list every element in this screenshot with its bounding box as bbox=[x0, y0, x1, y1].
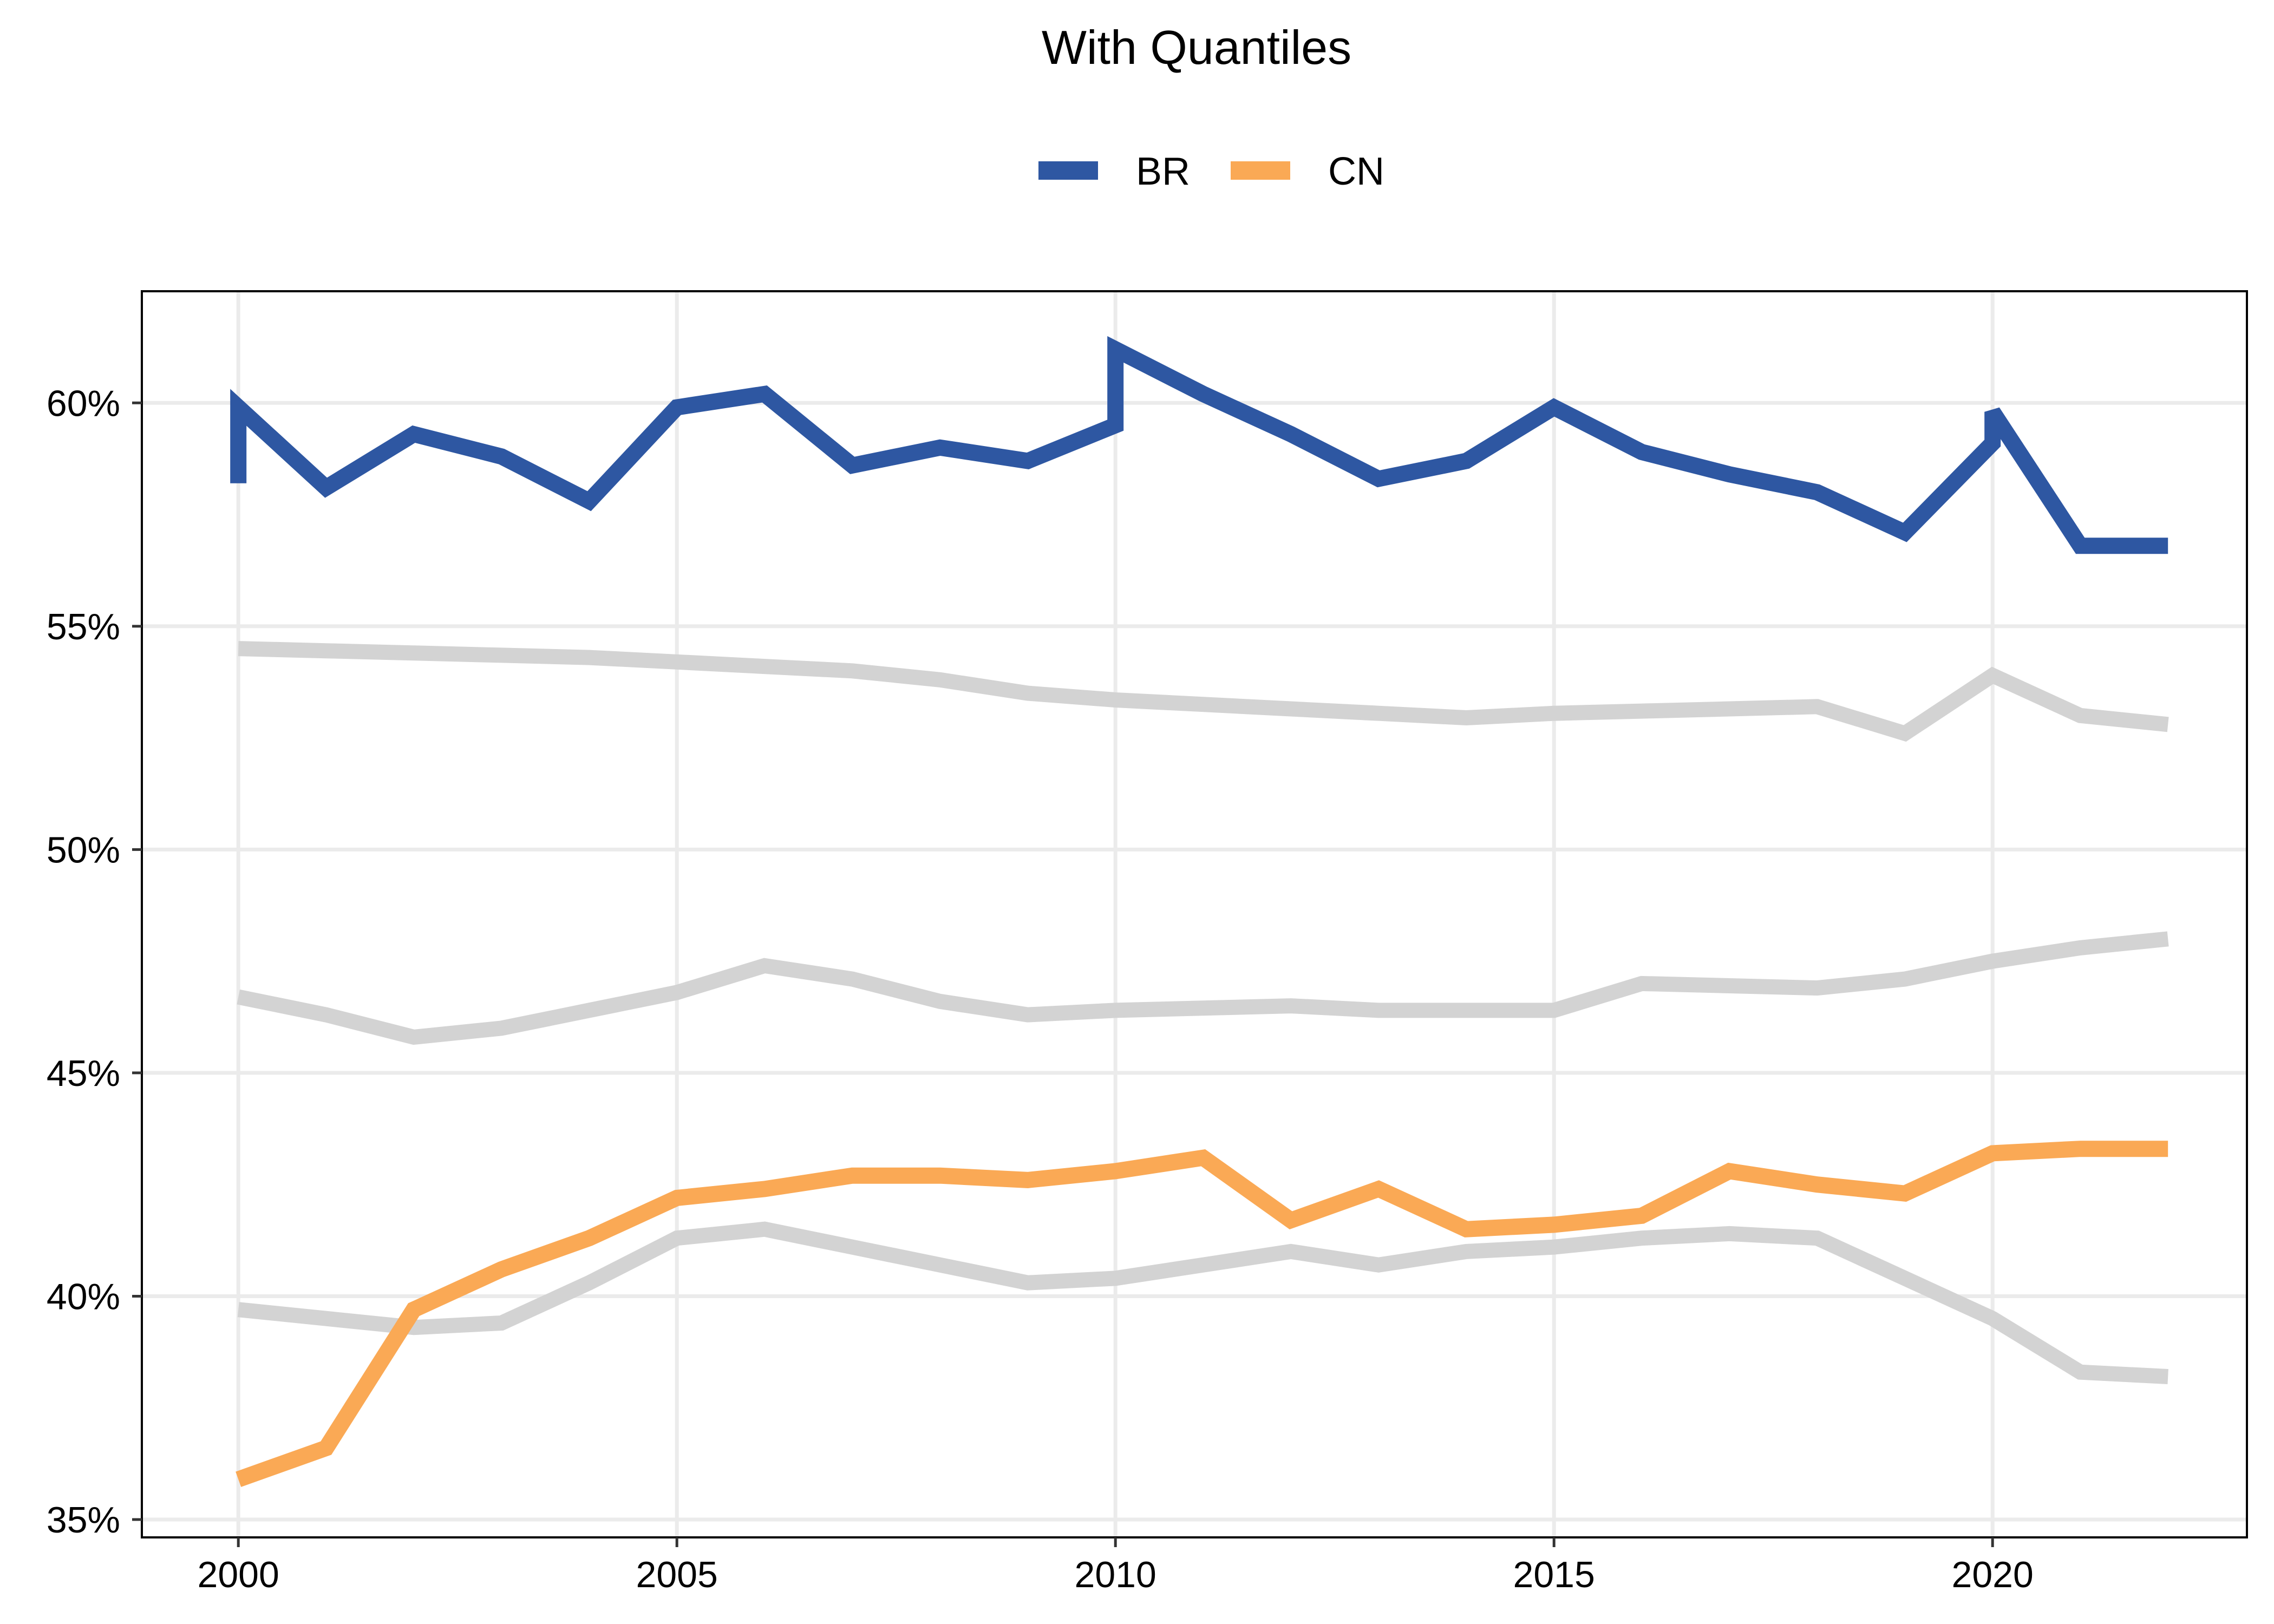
panel-border bbox=[141, 290, 2248, 1538]
chart-title: With Quantiles bbox=[1042, 21, 1351, 74]
x-tick-label: 2010 bbox=[1075, 1554, 1156, 1595]
y-tick-label: 60% bbox=[47, 383, 120, 424]
x-tick-label: 2020 bbox=[1952, 1554, 2034, 1595]
y-tick-label: 45% bbox=[47, 1053, 120, 1094]
y-tick-label: 50% bbox=[47, 829, 120, 870]
legend-label-cn: CN bbox=[1328, 150, 1384, 193]
axes-layer: 35% 40% 45% 50% 55% 60% 2000 2005 2010 2015 2020 bbox=[47, 383, 2034, 1595]
x-tick-label: 2015 bbox=[1513, 1554, 1595, 1595]
y-tick-label: 35% bbox=[47, 1499, 120, 1541]
quantile-line-3 bbox=[237, 931, 2169, 1045]
series-line-br bbox=[230, 336, 2168, 554]
quantile-line-2 bbox=[238, 641, 2169, 742]
legend-label-br: BR bbox=[1136, 150, 1190, 193]
y-tick-label: 55% bbox=[47, 606, 120, 647]
series-line-cn bbox=[236, 1141, 2168, 1487]
quantile-line-4 bbox=[237, 1221, 2168, 1384]
series-layer bbox=[230, 336, 2169, 1487]
legend: BR CN bbox=[1038, 150, 1384, 193]
y-tick-label: 40% bbox=[47, 1276, 120, 1317]
gridlines bbox=[142, 291, 2247, 1537]
x-tick-label: 2005 bbox=[636, 1554, 718, 1595]
x-tick-label: 2000 bbox=[198, 1554, 279, 1595]
